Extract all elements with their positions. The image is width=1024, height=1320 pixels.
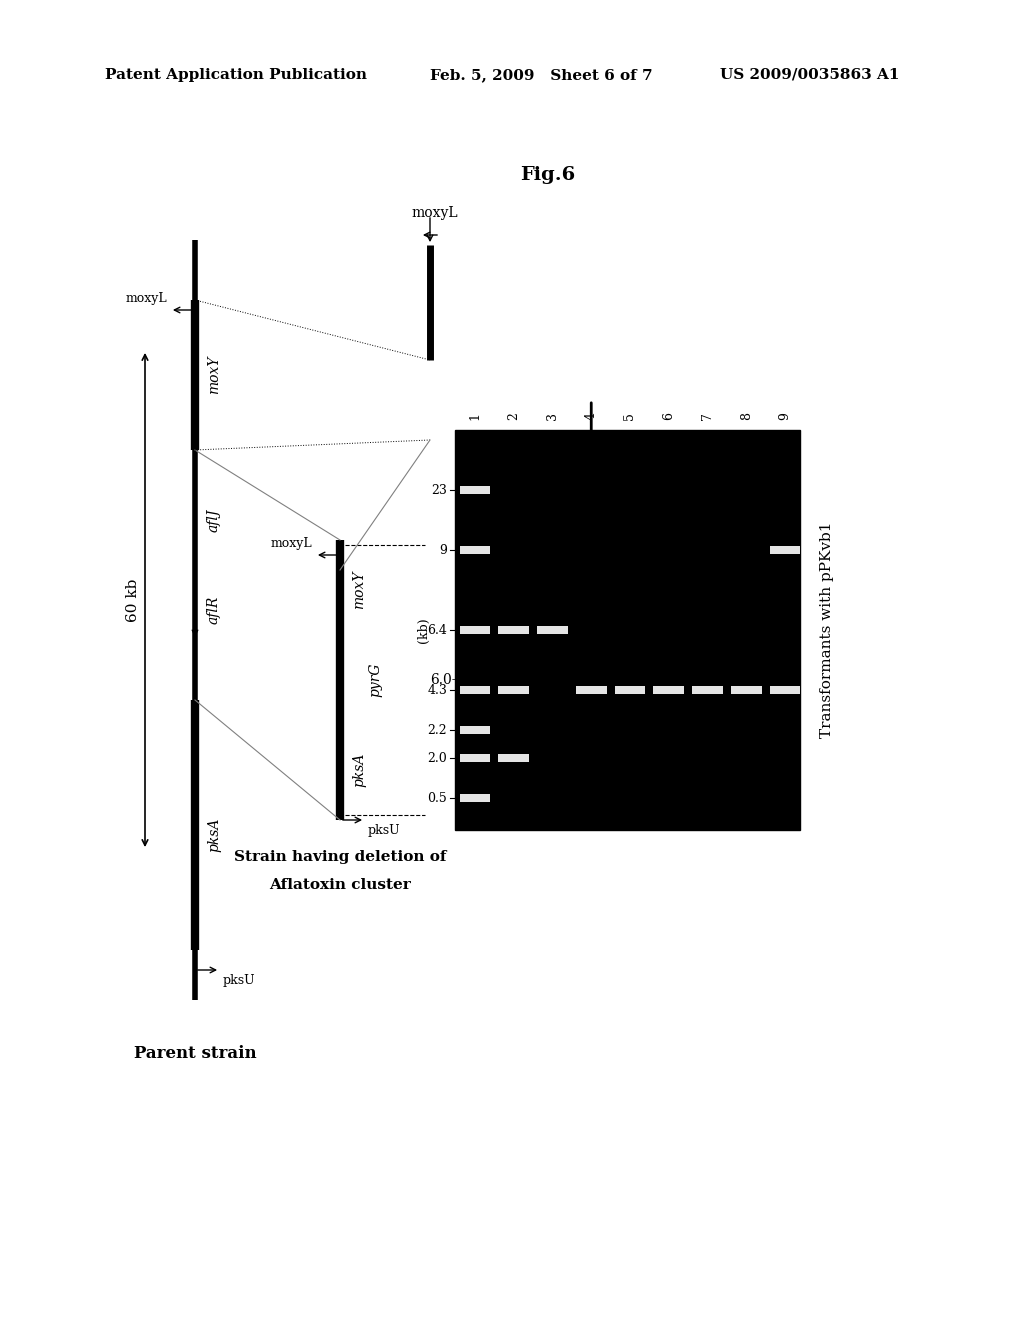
Text: moxY: moxY <box>352 570 366 610</box>
Bar <box>460 726 490 734</box>
Bar <box>460 486 490 494</box>
Bar <box>731 686 762 694</box>
Bar <box>499 686 529 694</box>
Text: aflJ: aflJ <box>207 508 221 532</box>
Bar <box>460 686 490 694</box>
Bar <box>455 430 800 830</box>
Bar <box>575 686 606 694</box>
Bar <box>499 626 529 634</box>
Text: 2.0: 2.0 <box>427 751 447 764</box>
Text: Transformants with pPKvb1: Transformants with pPKvb1 <box>820 521 834 738</box>
Text: 6.0-kb: 6.0-kb <box>430 673 474 686</box>
Text: Patent Application Publication: Patent Application Publication <box>105 69 367 82</box>
Text: Aflatoxin cluster: Aflatoxin cluster <box>269 878 411 892</box>
Text: 5: 5 <box>624 412 637 420</box>
Text: Strain having deletion of: Strain having deletion of <box>233 850 446 865</box>
Text: pyrG: pyrG <box>368 663 382 697</box>
Text: moxyL: moxyL <box>270 537 312 550</box>
Text: aflR: aflR <box>207 595 221 624</box>
Text: 4.3: 4.3 <box>427 684 447 697</box>
Text: pksA: pksA <box>352 752 366 787</box>
Text: 1: 1 <box>469 412 481 420</box>
Text: moxY: moxY <box>207 356 221 395</box>
Text: pksA: pksA <box>207 818 221 853</box>
Text: Fig.6: Fig.6 <box>520 166 575 183</box>
Text: 9: 9 <box>778 412 792 420</box>
Bar <box>653 686 684 694</box>
Text: 60 kb: 60 kb <box>126 578 140 622</box>
Text: Feb. 5, 2009   Sheet 6 of 7: Feb. 5, 2009 Sheet 6 of 7 <box>430 69 652 82</box>
Bar <box>460 546 490 554</box>
Text: 6.4: 6.4 <box>427 623 447 636</box>
Text: 2.2: 2.2 <box>427 723 447 737</box>
Text: 0.5: 0.5 <box>427 792 447 804</box>
Text: 9: 9 <box>439 544 447 557</box>
Text: 8: 8 <box>739 412 753 420</box>
Text: 3: 3 <box>546 412 559 420</box>
Bar <box>538 626 568 634</box>
Text: US 2009/0035863 A1: US 2009/0035863 A1 <box>720 69 899 82</box>
Bar <box>692 686 723 694</box>
Bar <box>499 754 529 762</box>
Text: (kb): (kb) <box>417 618 430 643</box>
Text: moxyL: moxyL <box>125 292 167 305</box>
Bar <box>460 795 490 803</box>
Text: pksU: pksU <box>368 824 400 837</box>
Bar <box>770 546 801 554</box>
Text: 4: 4 <box>585 412 598 420</box>
Text: 7: 7 <box>701 412 714 420</box>
Text: 6: 6 <box>663 412 675 420</box>
Text: 2: 2 <box>507 412 520 420</box>
Bar <box>614 686 645 694</box>
Text: moxyL: moxyL <box>412 206 459 220</box>
Text: 23: 23 <box>431 483 447 496</box>
Bar <box>460 626 490 634</box>
Text: Parent strain: Parent strain <box>134 1045 256 1063</box>
Bar <box>770 686 801 694</box>
Text: pksU: pksU <box>223 974 256 987</box>
Bar <box>460 754 490 762</box>
